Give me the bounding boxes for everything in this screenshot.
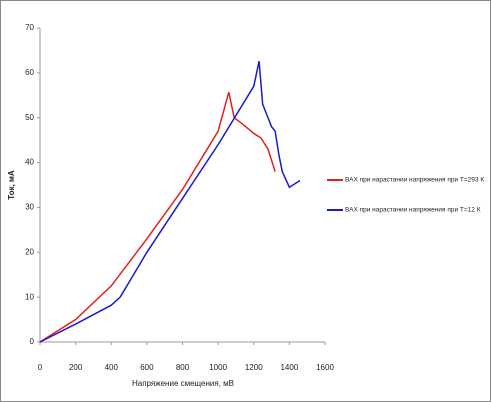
x-tick-label: 1600: [316, 363, 334, 372]
x-tick-label: 400: [105, 363, 119, 372]
y-tick-label: 20: [25, 247, 34, 256]
y-tick-label: 30: [25, 203, 34, 212]
data-line: [39, 91, 276, 343]
x-tick-label: 200: [69, 363, 83, 372]
data-line: [39, 61, 301, 343]
y-tick-label: 10: [25, 292, 34, 301]
y-tick-label: 0: [30, 337, 35, 346]
x-tick-label: 0: [38, 363, 43, 372]
y-tick-label: 40: [25, 158, 34, 167]
y-axis-label: Ток, мА: [7, 170, 16, 200]
x-axis-label: Напряжение смещения, мВ: [132, 379, 234, 388]
x-tick-label: 600: [140, 363, 154, 372]
x-tick-label: 800: [176, 363, 190, 372]
x-tick-label: 1000: [209, 363, 227, 372]
legend-label: ВАХ при нарастании напряжения при Т=12 К: [345, 207, 481, 214]
legend-label: ВАХ при нарастании напряжения при Т=293 …: [345, 177, 484, 184]
y-tick-label: 50: [25, 113, 34, 122]
x-tick-label: 1200: [245, 363, 263, 372]
x-tick-label: 1400: [280, 363, 298, 372]
y-tick-label: 70: [25, 23, 34, 32]
y-tick-label: 60: [25, 68, 34, 77]
